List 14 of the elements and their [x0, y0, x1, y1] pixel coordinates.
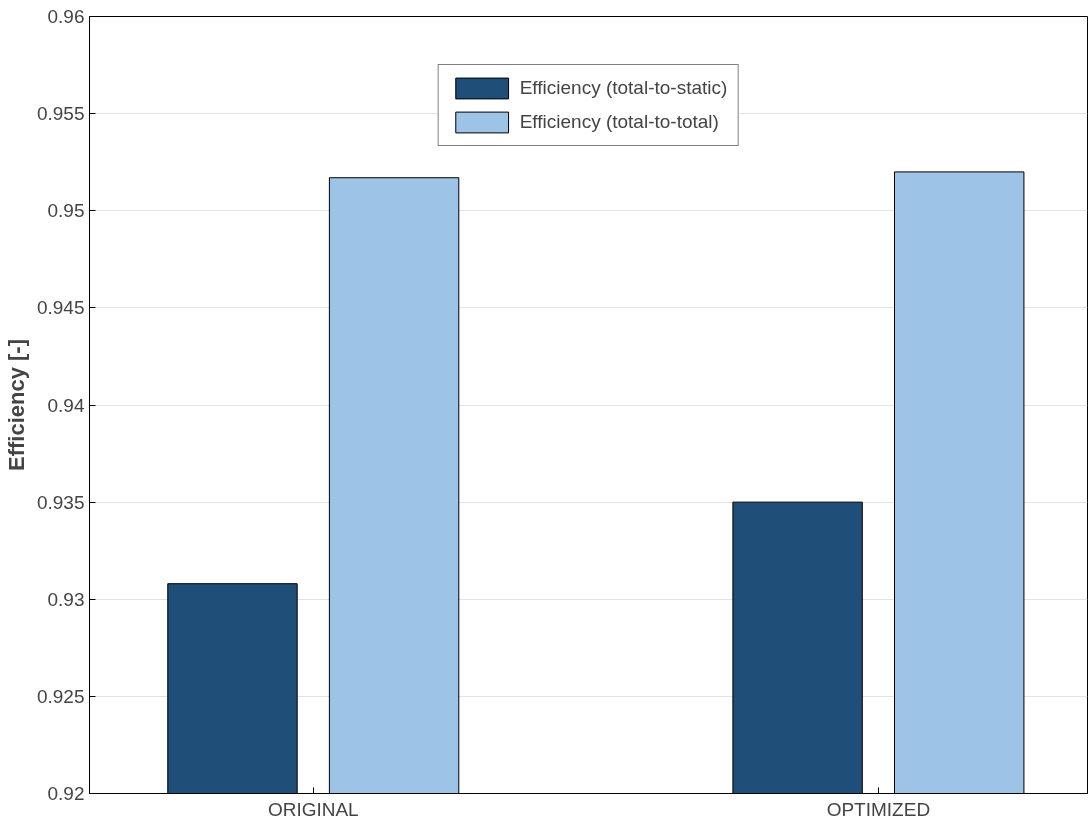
legend-label: Efficiency (total-to-static): [519, 77, 728, 99]
x-tick-label: OPTIMIZED: [826, 798, 931, 820]
y-tick-label: 0.955: [36, 103, 85, 125]
y-tick-label: 0.93: [47, 588, 85, 610]
y-tick-label: 0.96: [47, 6, 85, 27]
x-tick-label: ORIGINAL: [267, 798, 359, 820]
y-tick-label: 0.92: [47, 783, 85, 804]
y-axis-title: Efficiency [-]: [3, 338, 29, 472]
y-tick-label: 0.95: [47, 200, 85, 222]
y-tick-label: 0.94: [47, 394, 85, 416]
legend-label: Efficiency (total-to-total): [519, 111, 719, 133]
y-tick-label: 0.945: [36, 297, 85, 319]
y-tick-label: 0.925: [36, 685, 85, 707]
y-tick-label: 0.935: [36, 491, 85, 513]
